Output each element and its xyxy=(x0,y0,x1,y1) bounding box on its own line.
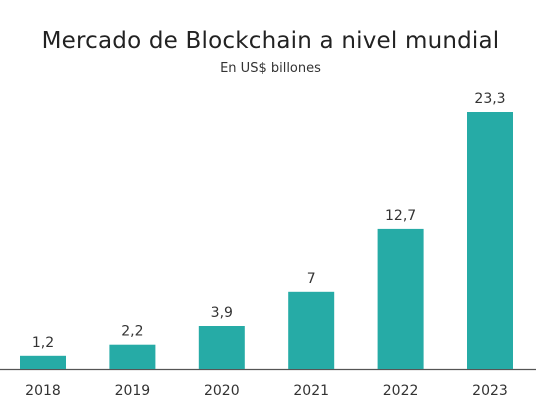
x-tick-label-2019: 2019 xyxy=(115,383,151,399)
bar-2020 xyxy=(198,326,245,369)
bar-2021 xyxy=(288,291,335,369)
x-tick-label-2021: 2021 xyxy=(293,383,329,399)
chart-subtitle: En US$ billones xyxy=(220,61,321,76)
x-tick-label-2023: 2023 xyxy=(472,383,508,399)
data-label-2019: 2,2 xyxy=(121,324,143,340)
bar-2023 xyxy=(467,112,513,369)
chart-title: Mercado de Blockchain a nivel mundial xyxy=(41,28,500,54)
data-label-2022: 12,7 xyxy=(385,208,416,224)
data-label-2018: 1,2 xyxy=(32,335,54,351)
data-label-2023: 23,3 xyxy=(474,91,505,107)
data-label-2021: 7 xyxy=(307,271,316,287)
x-tick-label-2020: 2020 xyxy=(204,383,240,399)
bar-2018 xyxy=(20,355,66,369)
x-tick-label-2022: 2022 xyxy=(383,383,419,399)
bar-2019 xyxy=(109,344,156,369)
bar-2022 xyxy=(377,228,424,369)
x-tick-label-2018: 2018 xyxy=(25,383,61,399)
data-label-2020: 3,9 xyxy=(211,305,233,321)
